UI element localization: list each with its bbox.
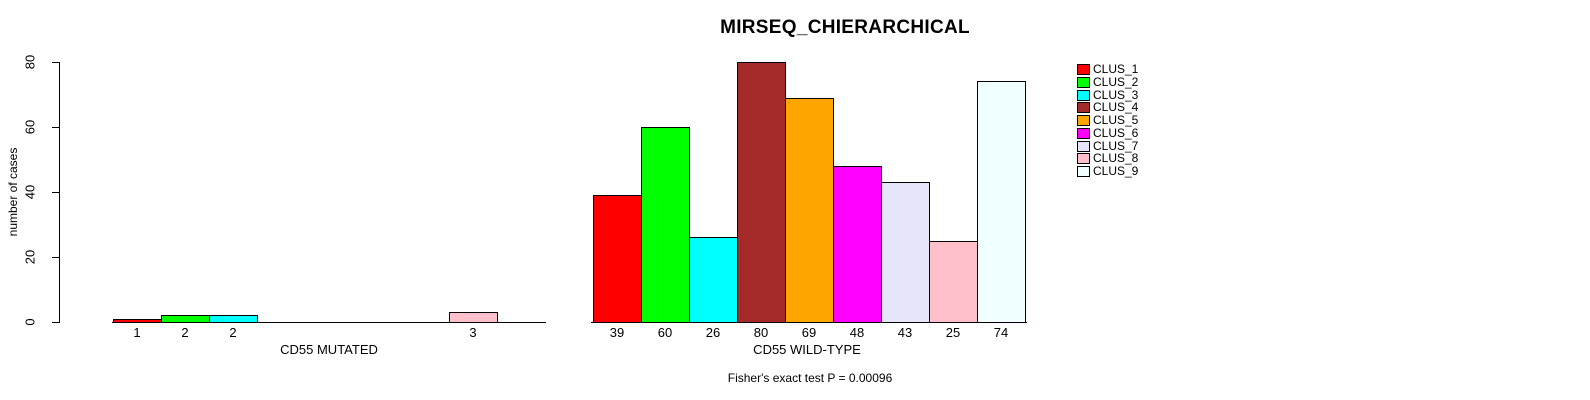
bar-value-label: 2: [229, 325, 237, 340]
legend-label-clus_5: CLUS_5: [1093, 113, 1139, 127]
bar-value-label: 80: [753, 325, 769, 340]
bar-value-label: 48: [849, 325, 865, 340]
y-axis-tick-label: 0: [22, 318, 38, 326]
legend-swatch-clus_4: [1077, 102, 1090, 114]
bar-clus_6: [833, 166, 882, 323]
bar-clus_5: [785, 98, 834, 323]
bar-value-label: 1: [133, 325, 141, 340]
y-axis-tick-label: 80: [22, 54, 38, 70]
bar-value-label: 25: [945, 325, 961, 340]
legend-label-clus_2: CLUS_2: [1093, 74, 1139, 89]
bar-clus_8: [449, 312, 498, 323]
y-axis-tick-label: 20: [22, 249, 38, 265]
x-axis-label-left: CD55 MUTATED: [280, 342, 378, 357]
legend-label-clus_4: CLUS_4: [1093, 100, 1139, 115]
bar-clus_3: [209, 315, 258, 323]
bar-clus_1: [113, 319, 162, 323]
bar-clus_2: [161, 315, 210, 323]
bar-value-label: 69: [801, 325, 817, 340]
bar-clus_4: [737, 62, 786, 323]
bar-value-label: 2: [181, 325, 189, 340]
x-axis-line: [112, 322, 546, 323]
bar-clus_2: [641, 127, 690, 323]
y-axis-tick: [52, 62, 59, 63]
y-axis-tick-label: 40: [22, 184, 38, 200]
bar-clus_1: [593, 195, 642, 323]
legend-swatch-clus_8: [1077, 153, 1090, 165]
legend-swatch-clus_5: [1077, 115, 1090, 126]
y-axis-tick: [52, 322, 59, 323]
legend-swatch-clus_9: [1077, 166, 1090, 177]
bar-value-label: 74: [993, 325, 1009, 340]
y-axis-tick: [52, 192, 59, 193]
bar-clus_7: [881, 182, 930, 323]
legend-label-clus_3: CLUS_3: [1093, 87, 1139, 102]
y-axis-tick: [52, 127, 59, 128]
legend-swatch-clus_3: [1077, 89, 1090, 101]
legend-label-clus_1: CLUS_1: [1093, 62, 1139, 76]
legend-label-clus_7: CLUS_7: [1093, 138, 1139, 153]
legend-label-clus_8: CLUS_8: [1093, 151, 1139, 166]
y-axis-label: number of cases: [6, 147, 20, 237]
fisher-test-note: Fisher's exact test P = 0.00096: [727, 371, 893, 385]
bar-value-label: 26: [705, 325, 721, 340]
legend-swatch-clus_6: [1077, 127, 1090, 139]
bar-value-label: 3: [469, 325, 477, 340]
y-axis-tick: [52, 257, 59, 258]
bar-clus_3: [689, 237, 738, 323]
bar-clus_8: [929, 241, 978, 323]
legend-label-clus_9: CLUS_9: [1093, 164, 1139, 178]
bar-value-label: 60: [657, 325, 673, 340]
x-axis-label-right: CD55 WILD-TYPE: [753, 342, 861, 357]
chart-title: MIRSEQ_CHIERARCHICAL: [720, 17, 970, 38]
bar-clus_9: [977, 81, 1026, 323]
legend-swatch-clus_1: [1077, 64, 1090, 75]
legend-swatch-clus_7: [1077, 140, 1090, 152]
bar-value-label: 39: [609, 325, 625, 340]
legend-swatch-clus_2: [1077, 76, 1090, 88]
bar-value-label: 43: [897, 325, 913, 340]
y-axis-line: [59, 62, 60, 323]
y-axis-tick-label: 60: [22, 119, 38, 135]
legend-label-clus_6: CLUS_6: [1093, 125, 1139, 140]
